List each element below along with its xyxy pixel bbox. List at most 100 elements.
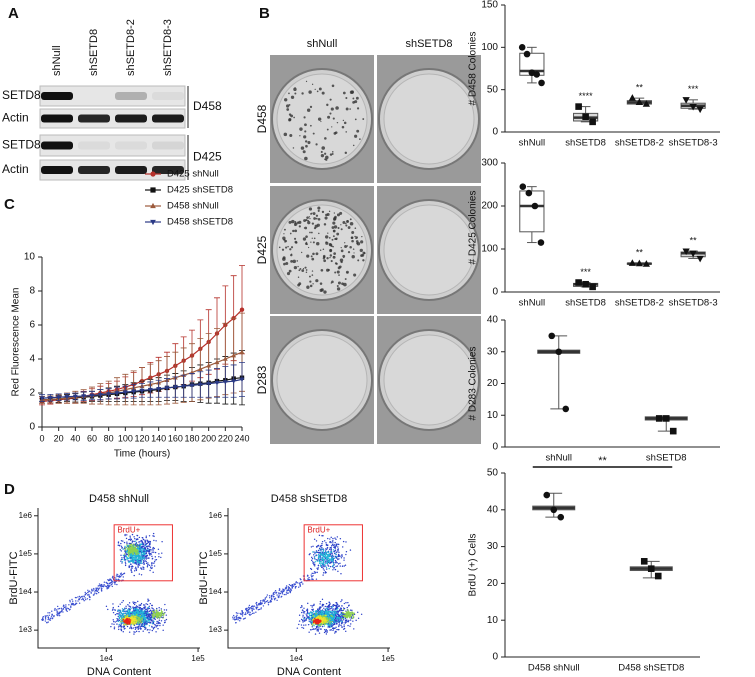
- gate-label: BrdU+: [117, 526, 140, 535]
- event: [138, 560, 141, 563]
- event: [153, 610, 156, 612]
- event: [149, 552, 152, 555]
- event: [289, 588, 292, 590]
- event: [145, 617, 148, 620]
- event: [127, 552, 129, 554]
- event: [118, 614, 120, 616]
- colony: [340, 228, 343, 231]
- event: [125, 610, 127, 613]
- colony: [302, 237, 307, 241]
- blot-column-label: shSETD8-2: [125, 19, 137, 76]
- event: [125, 619, 128, 622]
- event: [140, 612, 142, 614]
- event: [328, 558, 331, 560]
- colony: [323, 259, 327, 263]
- event: [339, 537, 342, 540]
- colony: [336, 232, 340, 236]
- event: [44, 620, 47, 622]
- event: [151, 626, 153, 628]
- event: [244, 617, 246, 619]
- colony: [285, 262, 289, 266]
- event: [297, 586, 300, 588]
- event: [124, 620, 126, 623]
- event: [334, 544, 336, 546]
- event: [280, 590, 282, 592]
- legend-label: D425 shSETD8: [167, 185, 233, 196]
- colony: [288, 118, 292, 122]
- event: [290, 590, 292, 592]
- colony: [345, 131, 348, 133]
- colony: [311, 257, 315, 261]
- event: [148, 605, 150, 608]
- event: [155, 631, 157, 633]
- colony: [346, 220, 349, 222]
- event: [49, 617, 52, 620]
- event: [131, 533, 134, 536]
- event: [74, 603, 77, 606]
- colony: [324, 137, 327, 140]
- colony: [362, 251, 366, 255]
- event: [344, 622, 346, 624]
- event: [142, 625, 145, 628]
- y-tick-label: 1e6: [19, 511, 33, 520]
- colony: [308, 216, 311, 218]
- event: [137, 612, 139, 615]
- event: [116, 613, 118, 615]
- event: [147, 612, 149, 615]
- point: [181, 372, 187, 377]
- event: [130, 614, 133, 616]
- colony: [334, 215, 337, 219]
- colony: [284, 241, 286, 243]
- event: [157, 548, 160, 550]
- event: [341, 599, 343, 601]
- event: [71, 603, 73, 606]
- event: [329, 565, 332, 568]
- y-tick-label: 2: [29, 388, 35, 399]
- event: [335, 555, 338, 558]
- event: [104, 585, 107, 587]
- event: [139, 615, 142, 617]
- event: [120, 629, 123, 632]
- point: [122, 390, 128, 395]
- event: [128, 631, 131, 633]
- dish-inner: [276, 73, 368, 165]
- colony: [321, 146, 326, 150]
- event: [135, 607, 138, 610]
- colony: [293, 265, 298, 270]
- event: [84, 597, 86, 599]
- point: [562, 405, 570, 413]
- event: [355, 619, 357, 622]
- event: [142, 556, 144, 559]
- colony: [328, 210, 331, 213]
- colony: [324, 235, 329, 239]
- colony: [326, 103, 329, 107]
- y-tick-label: 100: [481, 42, 498, 53]
- colony: [354, 134, 358, 138]
- event: [107, 608, 109, 611]
- event: [128, 617, 130, 619]
- event: [322, 568, 324, 570]
- event: [340, 607, 342, 610]
- blot-column-label: shNull: [51, 45, 63, 76]
- event: [46, 621, 48, 624]
- point: [640, 558, 648, 565]
- event: [143, 626, 146, 629]
- event: [114, 613, 117, 616]
- event: [274, 590, 277, 592]
- event: [108, 582, 111, 585]
- x-tick-label: 40: [70, 433, 80, 443]
- event: [130, 627, 132, 629]
- colony: [355, 96, 359, 100]
- colony: [351, 231, 355, 234]
- point: [222, 380, 228, 385]
- event: [121, 625, 123, 628]
- legend-marker: [150, 219, 156, 226]
- event: [135, 563, 138, 565]
- event: [127, 547, 130, 549]
- point: [518, 44, 526, 51]
- event: [149, 615, 152, 617]
- event: [129, 627, 131, 629]
- colony: [331, 280, 334, 284]
- legend-label: D425 shNull: [167, 169, 219, 180]
- event: [244, 612, 247, 614]
